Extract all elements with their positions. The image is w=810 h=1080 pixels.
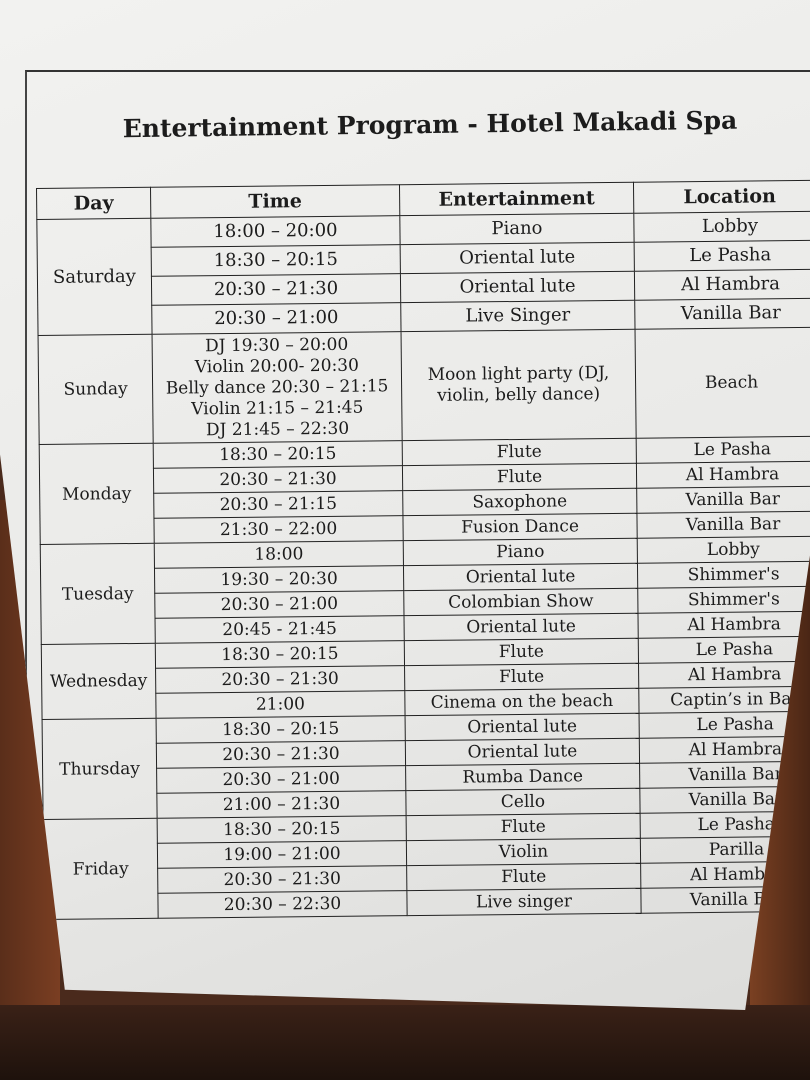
time-cell: 20:30 – 21:30 [156, 740, 406, 769]
entertainment-cell: Flute [404, 663, 639, 691]
location-cell: Le Pasha [634, 240, 810, 272]
header-entertainment: Entertainment [399, 182, 634, 216]
location-cell: Lobby [633, 211, 810, 243]
location-cell: Al Hambra [636, 461, 810, 489]
header-day: Day [36, 187, 151, 220]
header-location: Location [633, 180, 810, 214]
entertainment-cell: Flute [406, 813, 641, 841]
schedule-body: Saturday 18:00 – 20:00 Piano Lobby 18:30 – 2… [36, 211, 810, 920]
time-cell: 21:00 [155, 690, 406, 719]
wooden-frame-bottom [0, 1005, 810, 1080]
location-cell: Le Pasha [636, 436, 810, 464]
entertainment-cell: Live Singer [400, 300, 636, 332]
time-cell: 20:30 – 22:30 [157, 890, 408, 919]
time-cell: 20:30 – 21:00 [151, 302, 402, 335]
entertainment-cell: Oriental lute [405, 738, 640, 766]
entertainment-cell: Oriental lute [400, 271, 635, 303]
sheet-border [25, 70, 810, 972]
entertainment-cell: Flute [406, 863, 641, 891]
location-cell: Vanilla Bar [636, 511, 810, 539]
location-cell: Le Pasha [638, 636, 810, 664]
time-cell: 18:00 – 20:00 [150, 215, 401, 248]
time-cell: 21:00 – 21:30 [156, 790, 407, 819]
time-cell: 20:45 - 21:45 [155, 615, 405, 644]
entertainment-cell: Flute [402, 463, 637, 491]
entertainment-cell: Oriental lute [405, 713, 640, 741]
entertainment-cell: Rumba Dance [405, 763, 640, 791]
entertainment-cell: Saxophone [402, 488, 637, 516]
location-cell: Al Hambra [637, 611, 810, 639]
time-cell: 20:30 – 21:30 [153, 465, 403, 494]
paper-sheet: Entertainment Program - Hotel Makadi Spa… [0, 0, 810, 1010]
entertainment-cell: Violin [406, 838, 641, 866]
entertainment-cell: Fusion Dance [402, 513, 638, 541]
location-cell: Vanilla Bar [634, 298, 810, 330]
time-cell: 18:30 – 20:15 [156, 715, 406, 744]
location-cell: Lobby [637, 536, 810, 564]
location-cell: Al Hambra [634, 269, 810, 301]
time-cell: 18:00 [154, 540, 404, 569]
location-cell: Captin’s in Bar [638, 686, 810, 714]
entertainment-cell: Live singer [406, 888, 642, 916]
location-cell: Beach [635, 327, 810, 439]
day-cell: Thursday [42, 718, 158, 820]
time-cell: 19:00 – 21:00 [157, 840, 407, 869]
entertainment-cell: Oriental lute [403, 563, 638, 591]
entertainment-cell: Oriental lute [400, 242, 635, 274]
entertainment-cell: Cinema on the beach [404, 688, 640, 716]
time-cell: 18:30 – 20:15 [157, 815, 407, 844]
day-cell: Sunday [38, 334, 154, 445]
table-row: Sunday DJ 19:30 – 20:00 Violin 20:00- 20:… [38, 327, 810, 445]
location-cell: Le Pasha [639, 711, 810, 739]
location-cell: Shimmer's [637, 561, 810, 589]
day-cell: Monday [39, 443, 155, 545]
entertainment-cell: Oriental lute [403, 613, 639, 641]
time-cell: 19:30 – 20:30 [154, 565, 404, 594]
entertainment-cell: Colombian Show [403, 588, 638, 616]
entertainment-cell: Flute [402, 438, 637, 466]
day-cell: Friday [43, 818, 159, 920]
entertainment-cell: Piano [399, 213, 635, 245]
schedule-table: Day Time Entertainment Location Saturday… [36, 180, 810, 920]
location-cell: Al Hambra [638, 661, 810, 689]
time-cell: 20:30 – 21:30 [151, 273, 401, 306]
location-cell: Vanilla Bar [636, 486, 810, 514]
time-cell: 18:30 – 20:15 [153, 440, 403, 469]
time-cell: 20:30 – 21:30 [155, 665, 405, 694]
time-cell: 18:30 – 20:15 [155, 640, 405, 669]
time-cell: 20:30 – 21:00 [154, 590, 404, 619]
day-cell: Tuesday [40, 543, 156, 645]
entertainment-cell: Piano [403, 538, 638, 566]
time-cell: 21:30 – 22:00 [153, 515, 404, 544]
day-cell: Wednesday [41, 643, 157, 720]
entertainment-cell: Moon light party (DJ, violin, belly danc… [401, 329, 637, 441]
time-cell: 20:30 – 21:00 [156, 765, 406, 794]
header-time: Time [150, 184, 400, 219]
time-cell: 20:30 – 21:15 [153, 490, 403, 519]
entertainment-cell: Cello [405, 788, 641, 816]
time-cell: DJ 19:30 – 20:00 Violin 20:00- 20:30 Bel… [152, 331, 403, 444]
day-cell: Saturday [36, 218, 153, 336]
entertainment-cell: Flute [404, 638, 639, 666]
time-cell: 18:30 – 20:15 [151, 244, 401, 277]
time-cell: 20:30 – 21:30 [157, 865, 407, 894]
location-cell: Shimmer's [637, 586, 810, 614]
